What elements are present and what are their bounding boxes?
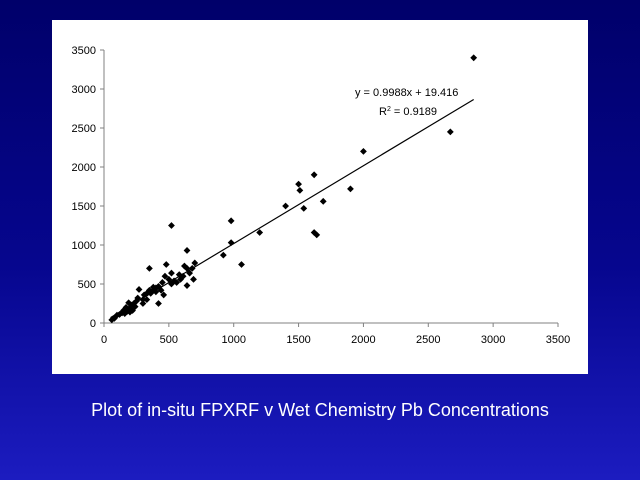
data-point <box>157 286 165 294</box>
data-point <box>313 231 321 239</box>
trendline <box>110 98 474 319</box>
y-tick-label: 3500 <box>72 45 96 57</box>
x-tick-label: 2000 <box>351 334 375 346</box>
data-point <box>191 259 199 267</box>
slide-caption: Plot of in-situ FPXRF v Wet Chemistry Pb… <box>91 400 549 420</box>
x-tick-label: 3000 <box>481 334 505 346</box>
data-point <box>110 314 118 322</box>
r-squared-label: R2 = 0.9189 <box>379 106 437 118</box>
data-point <box>319 197 327 205</box>
data-point <box>139 296 147 303</box>
r2-prefix: R <box>379 106 387 118</box>
trendline-annotation: y = 0.9988x + 19.416 R2 = 0.9189 <box>355 87 458 118</box>
data-point <box>147 289 155 297</box>
trendline-group <box>110 98 474 319</box>
y-tick-label: 500 <box>78 279 96 291</box>
r2-superscript: 2 <box>387 106 391 113</box>
x-tick-label: 1500 <box>286 334 310 346</box>
y-tick-label: 1500 <box>72 201 96 213</box>
data-point <box>162 261 170 268</box>
data-point <box>155 300 162 307</box>
data-point <box>296 187 304 194</box>
data-point <box>282 202 289 210</box>
data-point <box>175 271 183 279</box>
y-tick-label: 2500 <box>72 123 96 135</box>
data-point <box>130 300 138 307</box>
data-point <box>227 239 235 247</box>
data-point <box>190 275 197 283</box>
data-point <box>238 261 245 268</box>
data-point <box>360 148 367 155</box>
x-tick-label: 2500 <box>416 334 440 346</box>
data-point <box>183 282 191 289</box>
data-point <box>121 310 129 318</box>
y-tick-label: 3000 <box>72 84 96 96</box>
data-points <box>108 54 478 324</box>
axes <box>103 50 558 324</box>
data-point <box>168 269 175 277</box>
data-point <box>131 303 139 311</box>
y-tick-label: 1000 <box>72 240 96 252</box>
x-tick-label: 0 <box>101 334 107 346</box>
data-point <box>219 251 227 259</box>
data-point <box>152 288 160 296</box>
data-point <box>177 275 184 283</box>
r2-value: = 0.9189 <box>391 106 437 118</box>
x-tick-label: 1000 <box>221 334 245 346</box>
data-point <box>186 269 194 277</box>
data-point <box>170 277 178 285</box>
data-point <box>127 301 135 309</box>
data-point <box>295 180 302 188</box>
data-point <box>183 247 191 254</box>
data-point <box>160 291 168 299</box>
data-point <box>188 265 196 272</box>
data-point <box>168 222 175 229</box>
data-point <box>256 229 264 236</box>
data-point <box>158 279 166 286</box>
data-point <box>146 286 153 294</box>
x-tick-label: 3500 <box>546 334 570 346</box>
data-point <box>165 275 173 283</box>
data-point <box>300 204 308 212</box>
data-point <box>173 279 181 286</box>
data-point <box>126 308 134 316</box>
data-point <box>227 217 235 225</box>
data-point <box>126 304 134 312</box>
x-tick-label: 500 <box>160 334 178 346</box>
y-axis-ticks: 0 500 1000 1500 2000 2500 3000 3500 <box>72 45 104 330</box>
data-point <box>168 280 175 288</box>
data-point <box>135 286 143 293</box>
data-point <box>125 299 133 307</box>
data-point <box>139 300 147 307</box>
x-axis-ticks: 0 500 1000 1500 2000 2500 3000 3500 <box>101 323 570 346</box>
y-tick-label: 0 <box>90 318 96 330</box>
data-point <box>181 262 188 270</box>
data-point <box>470 54 478 62</box>
scatter-chart: 0 500 1000 1500 2000 2500 3000 3500 0 500 1000 150… <box>72 45 571 346</box>
data-point <box>347 185 354 193</box>
data-point <box>161 272 169 280</box>
data-point <box>143 296 151 303</box>
data-point <box>152 284 160 292</box>
data-point <box>310 229 318 236</box>
chart-panel: 0 500 1000 1500 2000 2500 3000 3500 0 500 1000 150… <box>52 20 588 374</box>
data-point <box>446 128 454 136</box>
data-point <box>108 316 116 324</box>
data-point <box>146 265 153 272</box>
trendline-equation: y = 0.9988x + 19.416 <box>355 87 458 99</box>
data-point <box>143 289 151 297</box>
y-tick-label: 2000 <box>72 162 96 174</box>
data-point <box>310 171 318 179</box>
